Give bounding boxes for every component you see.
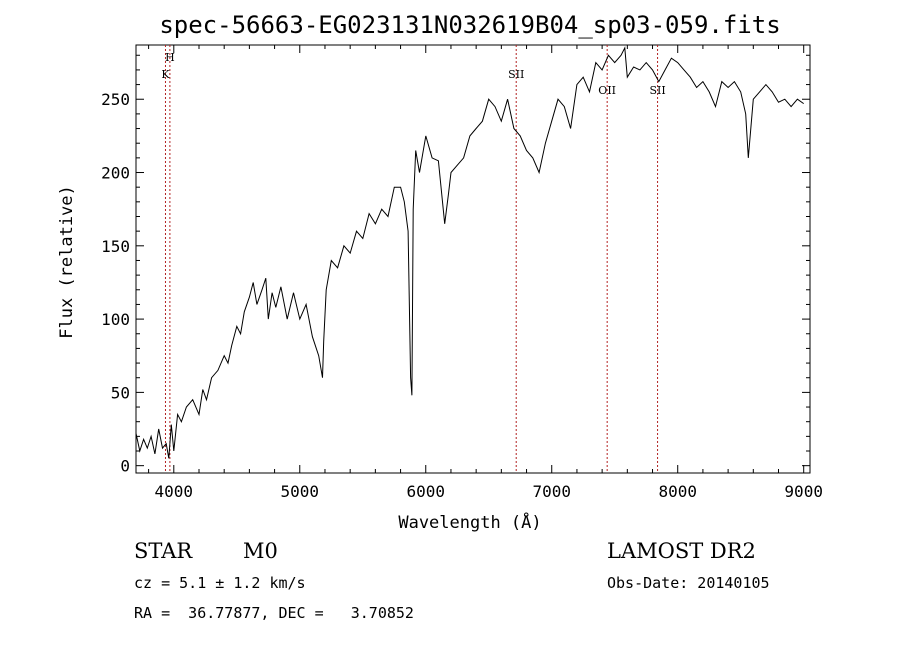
line-marker-label: SII: [649, 84, 665, 97]
redshift-text: cz = 5.1 ± 1.2 km/s: [134, 574, 306, 592]
y-tick-label: 200: [101, 164, 130, 183]
x-tick-label: 5000: [281, 482, 320, 501]
chart-title: spec-56663-EG023131N032619B04_sp03-059.f…: [159, 11, 780, 39]
plot-frame: [135, 44, 811, 474]
line-markers: KH SII OII SII: [161, 45, 666, 473]
x-tick-label: 9000: [784, 482, 823, 501]
x-tick-label: 6000: [406, 482, 445, 501]
y-axis: 0 50 100 150 200 250: [101, 54, 810, 476]
object-subclass: M0: [243, 539, 278, 563]
x-tick-label: 4000: [155, 482, 194, 501]
y-tick-label: 50: [111, 383, 130, 402]
line-marker-label: OII: [598, 84, 616, 97]
obs-date-text: Obs-Date: 20140105: [607, 574, 770, 592]
line-marker-label: H: [165, 51, 175, 64]
y-tick-label: 100: [101, 310, 130, 329]
spectrum-line: [135, 46, 804, 459]
survey-name: LAMOST DR2: [607, 539, 756, 563]
x-tick-label: 8000: [658, 482, 697, 501]
y-axis-label: Flux (relative): [57, 185, 77, 339]
x-tick-label: 7000: [532, 482, 571, 501]
x-axis: 4000 5000 6000 7000 8000 9000: [148, 45, 823, 501]
radec-text: RA = 36.77877, DEC = 3.70852: [134, 604, 414, 622]
line-marker-label: K: [161, 68, 170, 81]
y-tick-label: 250: [101, 90, 130, 109]
x-axis-label: Wavelength (Å): [398, 511, 541, 533]
line-marker-label: SII: [508, 68, 524, 81]
object-class: STAR: [134, 539, 193, 563]
y-tick-label: 0: [120, 457, 130, 476]
y-tick-label: 150: [101, 237, 130, 256]
